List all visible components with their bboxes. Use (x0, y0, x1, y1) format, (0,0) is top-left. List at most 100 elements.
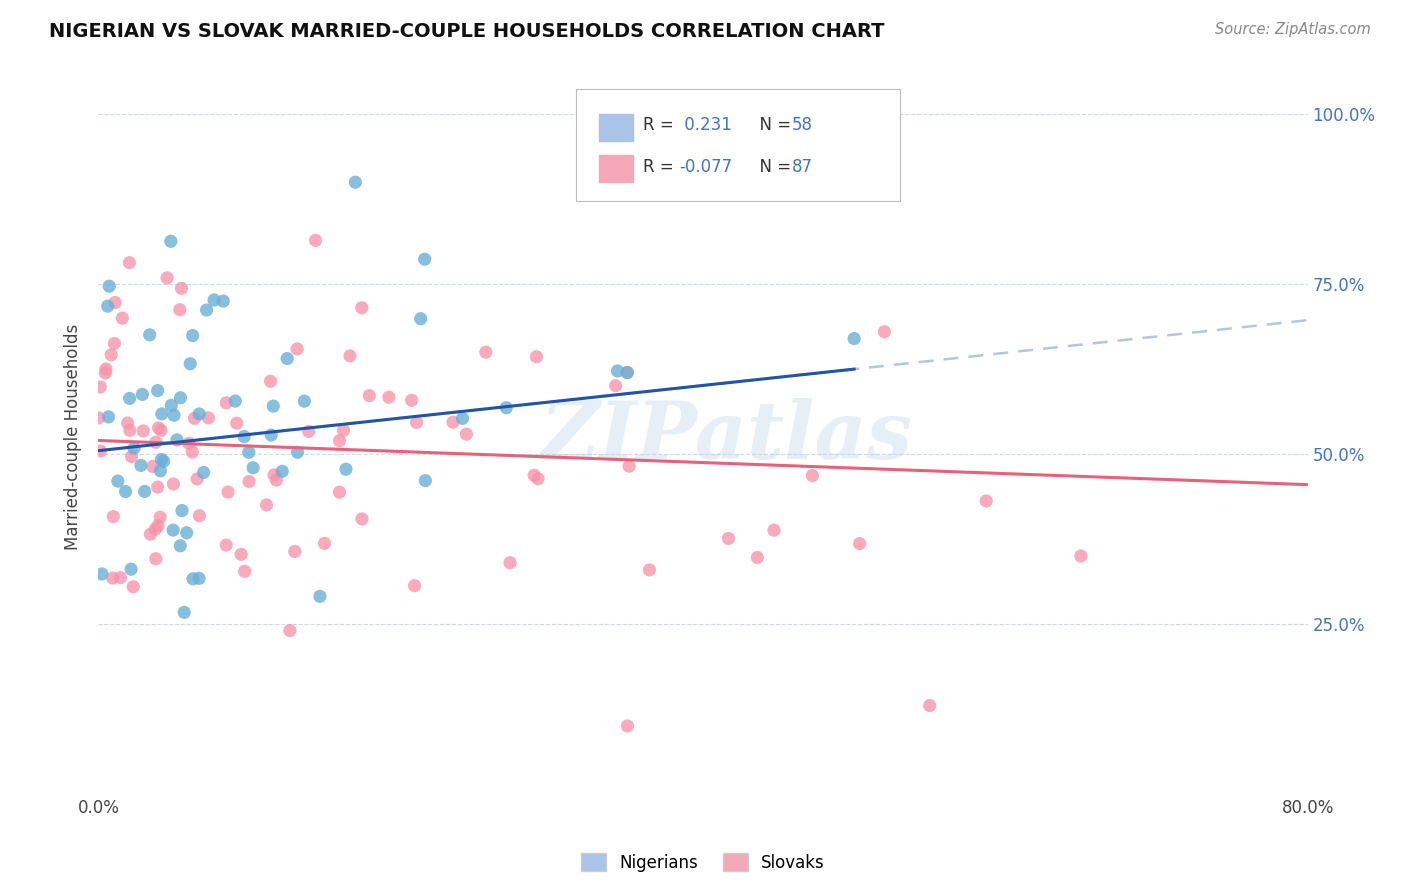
Point (173, 606, 195, 620)
Point (332, 423, 354, 437)
Point (616, 366, 638, 380)
Point (156, 270, 179, 285)
Point (117, 416, 139, 430)
Text: R =: R = (643, 116, 679, 134)
Point (104, 295, 127, 310)
Point (606, 364, 628, 378)
Point (145, 522, 167, 536)
Point (378, 390, 401, 404)
Point (195, 303, 218, 318)
Point (259, 374, 281, 388)
Point (527, 472, 550, 486)
Point (89, 444, 111, 458)
Point (262, 399, 284, 413)
Point (605, 378, 627, 392)
Point (441, 415, 464, 429)
Point (101, 571, 124, 585)
Point (145, 551, 167, 566)
Point (193, 466, 215, 480)
Point (405, 416, 427, 430)
Point (314, 536, 336, 550)
Point (801, 468, 824, 483)
Point (107, 474, 129, 488)
Point (238, 475, 260, 489)
Point (747, 550, 769, 565)
Point (413, 252, 436, 267)
Point (298, 425, 321, 439)
Point (225, 416, 247, 430)
Point (169, 302, 191, 317)
Point (292, 394, 315, 409)
Point (616, 719, 638, 733)
Legend: Nigerians, Slovaks: Nigerians, Slovaks (574, 847, 832, 879)
Point (181, 328, 204, 343)
Point (202, 293, 225, 307)
Text: 0.231: 0.231 (679, 116, 733, 134)
Point (103, 336, 125, 351)
Point (242, 460, 264, 475)
Point (181, 572, 204, 586)
Point (359, 389, 381, 403)
Point (212, 294, 235, 309)
Point (131, 387, 153, 401)
Point (404, 579, 426, 593)
Point (160, 235, 183, 249)
Point (103, 509, 125, 524)
Point (94, 362, 117, 376)
Point (523, 468, 546, 483)
Point (138, 327, 160, 342)
Point (918, 698, 941, 713)
Point (844, 332, 866, 346)
Point (526, 350, 548, 364)
Point (284, 544, 307, 558)
Point (149, 464, 172, 478)
Point (617, 459, 640, 474)
Point (166, 433, 188, 447)
Text: ZIPatlas: ZIPatlas (541, 399, 914, 475)
Point (456, 427, 478, 442)
Point (1070, 549, 1092, 563)
Point (162, 477, 184, 491)
Point (717, 532, 740, 546)
Point (94, 366, 117, 380)
Point (110, 571, 132, 585)
Point (350, 512, 373, 526)
Point (179, 357, 201, 371)
Point (150, 452, 173, 467)
Point (287, 445, 309, 459)
Point (97, 299, 120, 313)
Point (409, 311, 432, 326)
Point (170, 281, 193, 295)
Point (160, 398, 183, 412)
Point (183, 411, 205, 425)
Point (142, 459, 165, 474)
Text: Source: ZipAtlas.com: Source: ZipAtlas.com (1215, 22, 1371, 37)
Text: -0.077: -0.077 (679, 158, 733, 176)
Point (848, 536, 870, 550)
Point (148, 421, 170, 435)
Point (118, 392, 141, 406)
Point (215, 396, 238, 410)
Point (98, 279, 121, 293)
Point (328, 485, 350, 500)
Point (132, 424, 155, 438)
Point (111, 311, 134, 326)
Point (335, 462, 357, 476)
Point (100, 348, 122, 362)
Text: N =: N = (749, 158, 797, 176)
Point (163, 408, 186, 422)
Point (188, 508, 211, 523)
Point (278, 624, 301, 638)
Point (176, 525, 198, 540)
Point (122, 580, 145, 594)
Point (238, 445, 260, 459)
Point (170, 503, 193, 517)
Point (271, 464, 294, 478)
Point (263, 467, 285, 482)
Point (401, 393, 423, 408)
Point (217, 485, 239, 500)
Text: N =: N = (749, 116, 797, 134)
Point (122, 441, 145, 455)
Point (90, 566, 112, 581)
Point (120, 562, 142, 576)
